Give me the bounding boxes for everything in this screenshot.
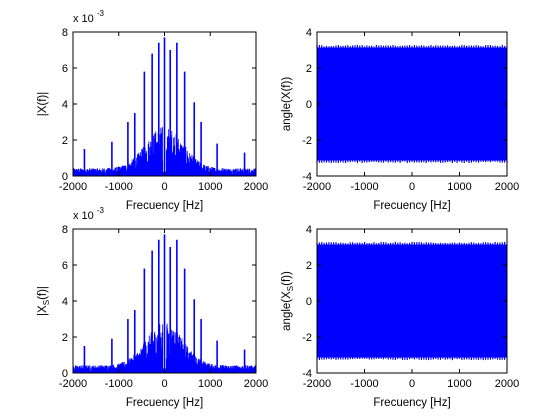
x-tick-label: 0 [409,181,415,193]
y-axis-label: |XS(f)| [37,286,51,316]
plot-area [72,37,257,176]
y-tick-label: 2 [306,63,312,75]
axis-ticks: -2000 -1000 0 1000 2000 0 2 4 6 8 [59,224,268,390]
x-tick-label: -2000 [303,181,331,193]
y-tick-label: 4 [62,296,68,308]
y-tick-label: -4 [302,171,312,183]
x-tick-label: 2000 [244,181,268,193]
y-axis-exponent-base: x 10 [73,210,94,222]
y-tick-label: -2 [302,135,312,147]
y-axis-label-tail: (f)| [37,286,49,300]
y-axis-label-main: |X [37,305,49,316]
x-tick-label: 2000 [495,378,519,390]
x-tick-label: 2000 [495,181,519,193]
x-tick-label: 0 [161,378,167,390]
y-tick-label: 2 [306,260,312,272]
y-axis-exponent-base: x 10 [73,13,94,25]
y-axis-label: angle(XS(f)) [281,271,295,331]
plot-area [316,241,508,361]
x-tick-label: -2000 [59,378,87,390]
x-tick-label: -1000 [350,181,378,193]
y-axis-exponent: x 10 -3 [73,206,105,222]
x-axis-label: Frecuency [Hz] [126,397,203,409]
x-tick-label: 1000 [198,181,222,193]
y-axis-exponent-power: -3 [97,206,105,215]
y-tick-label: 6 [62,260,68,272]
axis-ticks: -2000 -1000 0 1000 2000 -4 -2 0 2 4 [302,27,519,193]
y-tick-label: 0 [62,368,68,380]
x-tick-label: 2000 [244,378,268,390]
y-tick-label: 2 [62,332,68,344]
y-axis-label: |X(f)| [37,92,49,117]
y-tick-label: 6 [62,63,68,75]
y-axis-label-tail: (f)) [281,271,293,286]
x-tick-label: 1000 [198,378,222,390]
y-axis-label-main: angle(X [281,291,293,331]
x-tick-label: -1000 [105,181,133,193]
x-axis-label: Frecuency [Hz] [373,397,450,409]
y-tick-label: 0 [306,296,312,308]
x-axis-label: Frecuency [Hz] [126,200,203,212]
x-axis-label: Frecuency [Hz] [373,200,450,212]
plot-area [316,44,508,164]
y-tick-label: -2 [302,332,312,344]
y-axis-exponent-power: -3 [97,9,105,18]
x-tick-label: 0 [409,378,415,390]
panel-phase-xs: -2000 -1000 0 1000 2000 -4 -2 0 2 4 Frecuency [Hz… [281,224,519,409]
phase-band [317,47,507,161]
y-axis-exponent: x 10 -3 [73,9,105,25]
x-tick-label: -2000 [59,181,87,193]
y-tick-label: 0 [306,99,312,111]
x-tick-label: 0 [161,181,167,193]
x-tick-label: 1000 [447,181,471,193]
y-tick-label: 2 [62,135,68,147]
x-tick-label: -1000 [105,378,133,390]
plot-area [72,234,257,373]
y-axis-label-subscript: S [42,300,51,305]
panel-phase-x: -2000 -1000 0 1000 2000 -4 -2 0 2 4 Frecuency [Hz… [281,27,519,212]
y-tick-label: 4 [62,99,68,111]
y-tick-label: 8 [62,27,68,39]
x-tick-label: -2000 [303,378,331,390]
y-tick-label: -4 [302,368,312,380]
y-axis-label: angle(X(f)) [281,77,293,131]
x-tick-label: 1000 [447,378,471,390]
y-tick-label: 4 [306,224,312,236]
y-tick-label: 4 [306,27,312,39]
y-tick-label: 0 [62,171,68,183]
axis-ticks: -2000 -1000 0 1000 2000 0 2 4 6 8 [59,27,268,193]
x-tick-label: -1000 [350,378,378,390]
phase-band [317,244,507,358]
axis-ticks: -2000 -1000 0 1000 2000 -4 -2 0 2 4 [302,224,519,390]
y-axis-label-subscript: S [286,286,295,291]
y-tick-label: 8 [62,224,68,236]
